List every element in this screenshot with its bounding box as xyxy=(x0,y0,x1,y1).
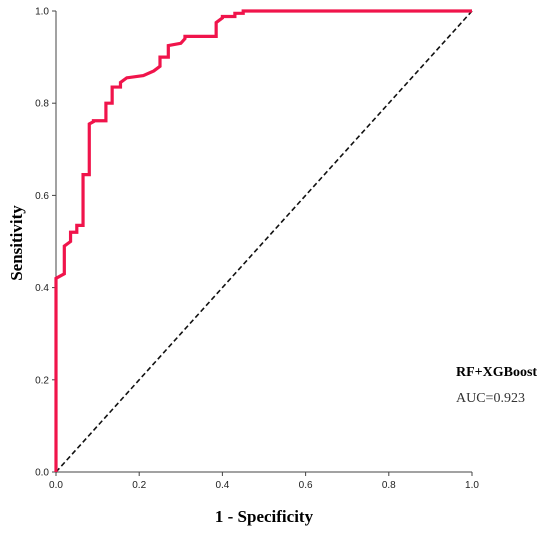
y-tick-label: 0.0 xyxy=(35,468,49,479)
x-tick-label: 0.0 xyxy=(49,480,63,491)
y-tick-label: 0.2 xyxy=(35,375,49,386)
y-tick-label: 1.0 xyxy=(35,7,49,18)
roc-curve-line xyxy=(54,9,472,472)
y-axis-title: Sensitivity xyxy=(7,205,26,281)
x-tick-label: 0.4 xyxy=(215,480,229,491)
series-layer xyxy=(54,9,473,473)
y-axis-ticks: 0.0 0.2 0.4 0.6 0.8 1.0 xyxy=(35,7,56,479)
x-tick-label: 0.8 xyxy=(382,480,396,491)
legend-model-name: RF+XGBoost xyxy=(456,365,537,380)
y-tick-label: 0.4 xyxy=(35,283,49,294)
x-tick-label: 1.0 xyxy=(465,480,479,491)
legend-auc-value: AUC=0.923 xyxy=(456,391,525,406)
x-axis-ticks: 0.0 0.2 0.4 0.6 0.8 1.0 xyxy=(49,472,479,491)
x-axis-title: 1 - Specificity xyxy=(215,507,314,526)
axes xyxy=(55,11,472,473)
y-tick-label: 0.8 xyxy=(35,99,49,110)
y-tick-label: 0.6 xyxy=(35,191,49,202)
x-tick-label: 0.6 xyxy=(299,480,313,491)
reference-diagonal-line xyxy=(55,10,473,473)
x-tick-label: 0.2 xyxy=(132,480,146,491)
